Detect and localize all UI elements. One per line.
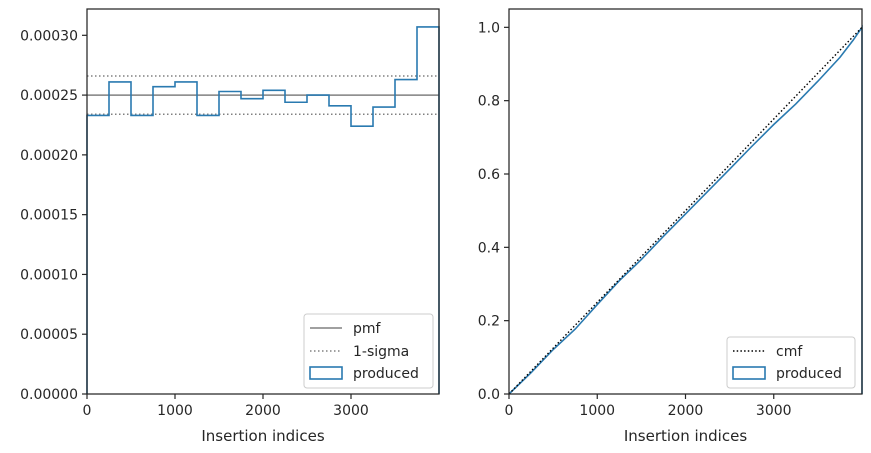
y-tick-label: 0.8: [478, 94, 500, 110]
legend-label-1-sigma: 1-sigma: [353, 344, 409, 360]
x-axis-label: Insertion indices: [624, 427, 747, 445]
y-tick-label: 0.00005: [20, 327, 78, 343]
legend-box: [726, 336, 856, 389]
x-tick-label: 1000: [157, 403, 193, 419]
y-tick-label: 0.4: [478, 240, 500, 256]
y-tick-label: 0.00025: [20, 88, 78, 104]
x-tick-label: 2000: [245, 403, 281, 419]
y-tick-label: 0.2: [478, 314, 500, 330]
x-ticks: 0 1000 2000 3000: [505, 394, 792, 419]
y-ticks: 0.0 0.2 0.4 0.6 0.8 1.0: [478, 20, 509, 403]
x-axis-label: Insertion indices: [201, 427, 324, 445]
x-tick-label: 2000: [668, 403, 704, 419]
legend-label-pmf: pmf: [353, 321, 382, 337]
x-ticks: 0 1000 2000 3000: [83, 394, 369, 419]
legend-box: [303, 313, 434, 389]
y-tick-label: 0.00030: [20, 28, 78, 44]
produced-cumulative-line: [508, 24, 863, 395]
x-tick-label: 3000: [333, 403, 369, 419]
plot-frame: [86, 8, 440, 395]
histogram-panel: 0 1000 2000 3000 0.000000.000050.000100.000…: [20, 8, 440, 445]
produced-series: [86, 26, 440, 394]
y-tick-label: 0.00020: [20, 148, 78, 164]
plot-frame: [508, 8, 863, 395]
legend-swatch-produced: [309, 366, 343, 380]
x-tick-label: 0: [505, 403, 514, 419]
x-tick-label: 0: [83, 403, 92, 419]
legend-swatch-produced: [732, 366, 766, 380]
cumulative-panel: 0 1000 2000 3000 0.0 0.2 0.4 0.6 0.8 1.0 Inserti…: [478, 8, 863, 445]
y-tick-label: 0.6: [478, 167, 500, 183]
legend-label-produced: produced: [353, 366, 419, 382]
legend: pmf 1-sigma produced: [303, 313, 434, 389]
legend: cmf produced: [726, 336, 856, 389]
y-tick-label: 0.00010: [20, 267, 78, 283]
x-tick-label: 3000: [756, 403, 792, 419]
y-tick-label: 0.00015: [20, 208, 78, 224]
produced-step-outline: [86, 26, 440, 394]
y-tick-label: 0.00000: [20, 387, 78, 403]
y-tick-label: 0.0: [478, 387, 500, 403]
cumulative-series: [508, 24, 863, 395]
legend-label-cmf: cmf: [776, 344, 803, 360]
y-tick-label: 1.0: [478, 20, 500, 36]
y-ticks: 0.00000 0.00005 0.00010 0.00015 0.00020 0.000…: [20, 28, 87, 403]
legend-label-produced: produced: [776, 366, 842, 382]
x-tick-label: 1000: [579, 403, 615, 419]
